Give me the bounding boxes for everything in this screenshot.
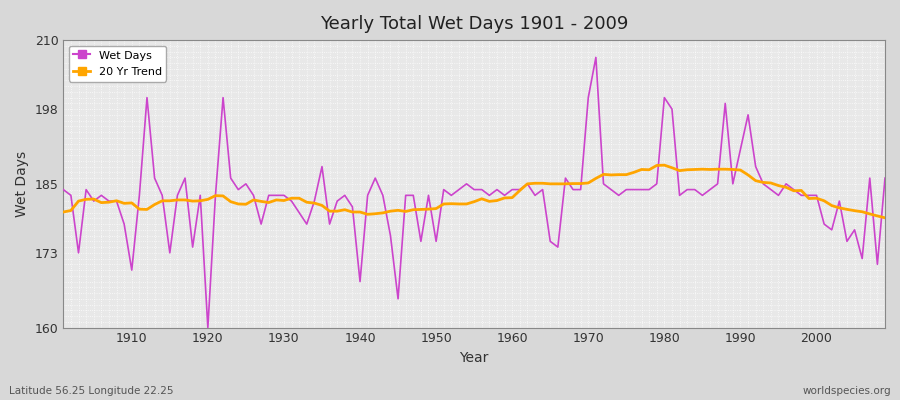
Text: worldspecies.org: worldspecies.org xyxy=(803,386,891,396)
Title: Yearly Total Wet Days 1901 - 2009: Yearly Total Wet Days 1901 - 2009 xyxy=(320,15,628,33)
Legend: Wet Days, 20 Yr Trend: Wet Days, 20 Yr Trend xyxy=(68,46,166,82)
Y-axis label: Wet Days: Wet Days xyxy=(15,151,29,217)
Text: Latitude 56.25 Longitude 22.25: Latitude 56.25 Longitude 22.25 xyxy=(9,386,174,396)
X-axis label: Year: Year xyxy=(460,351,489,365)
